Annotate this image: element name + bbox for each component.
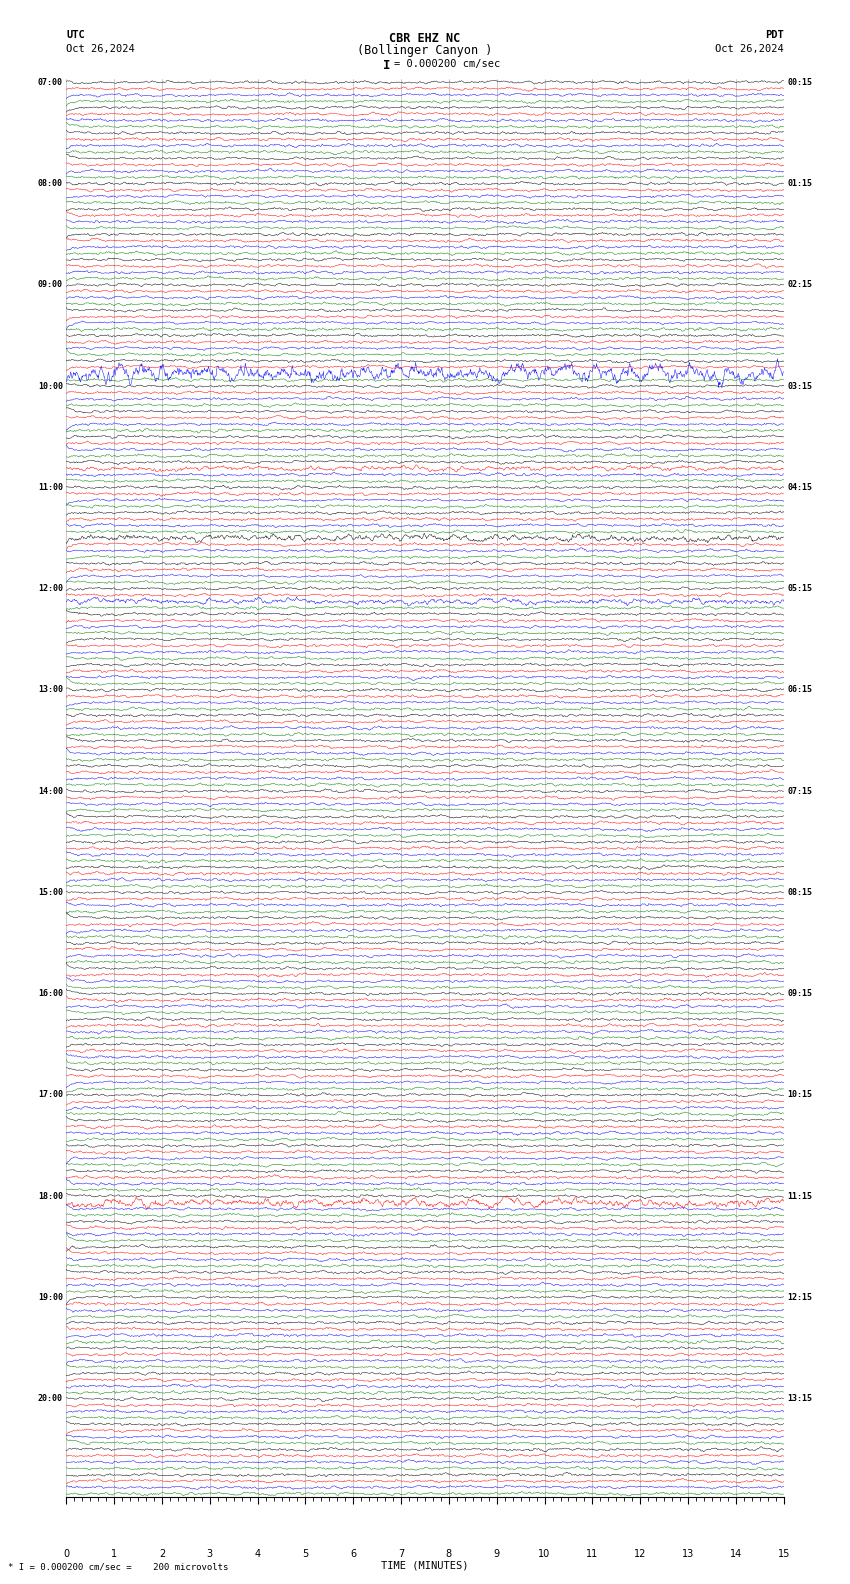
Text: 16:00: 16:00 (38, 990, 63, 998)
Text: PDT: PDT (765, 30, 784, 40)
Text: 19:00: 19:00 (38, 1293, 63, 1302)
Text: 12:00: 12:00 (38, 584, 63, 592)
Text: * I = 0.000200 cm/sec =    200 microvolts: * I = 0.000200 cm/sec = 200 microvolts (8, 1562, 229, 1571)
Text: Oct 26,2024: Oct 26,2024 (66, 44, 135, 54)
Text: 17:00: 17:00 (38, 1090, 63, 1099)
Text: 12:15: 12:15 (787, 1293, 812, 1302)
Text: 13:00: 13:00 (38, 686, 63, 694)
Text: 07:15: 07:15 (787, 787, 812, 795)
Text: 20:00: 20:00 (38, 1394, 63, 1403)
X-axis label: TIME (MINUTES): TIME (MINUTES) (382, 1560, 468, 1571)
Text: = 0.000200 cm/sec: = 0.000200 cm/sec (394, 59, 500, 68)
Text: 08:00: 08:00 (38, 179, 63, 188)
Text: 11:00: 11:00 (38, 483, 63, 493)
Text: 01:15: 01:15 (787, 179, 812, 188)
Text: 08:15: 08:15 (787, 889, 812, 897)
Text: I: I (383, 59, 390, 71)
Text: 09:00: 09:00 (38, 280, 63, 290)
Text: 04:15: 04:15 (787, 483, 812, 493)
Text: 18:00: 18:00 (38, 1191, 63, 1201)
Text: 07:00: 07:00 (38, 78, 63, 87)
Text: UTC: UTC (66, 30, 85, 40)
Text: 10:15: 10:15 (787, 1090, 812, 1099)
Text: 11:15: 11:15 (787, 1191, 812, 1201)
Text: CBR EHZ NC: CBR EHZ NC (389, 32, 461, 44)
Text: 13:15: 13:15 (787, 1394, 812, 1403)
Text: 06:15: 06:15 (787, 686, 812, 694)
Text: 15:00: 15:00 (38, 889, 63, 897)
Text: 05:15: 05:15 (787, 584, 812, 592)
Text: 03:15: 03:15 (787, 382, 812, 391)
Text: 09:15: 09:15 (787, 990, 812, 998)
Text: 14:00: 14:00 (38, 787, 63, 795)
Text: Oct 26,2024: Oct 26,2024 (715, 44, 784, 54)
Text: 02:15: 02:15 (787, 280, 812, 290)
Text: (Bollinger Canyon ): (Bollinger Canyon ) (357, 44, 493, 57)
Text: 10:00: 10:00 (38, 382, 63, 391)
Text: 00:15: 00:15 (787, 78, 812, 87)
